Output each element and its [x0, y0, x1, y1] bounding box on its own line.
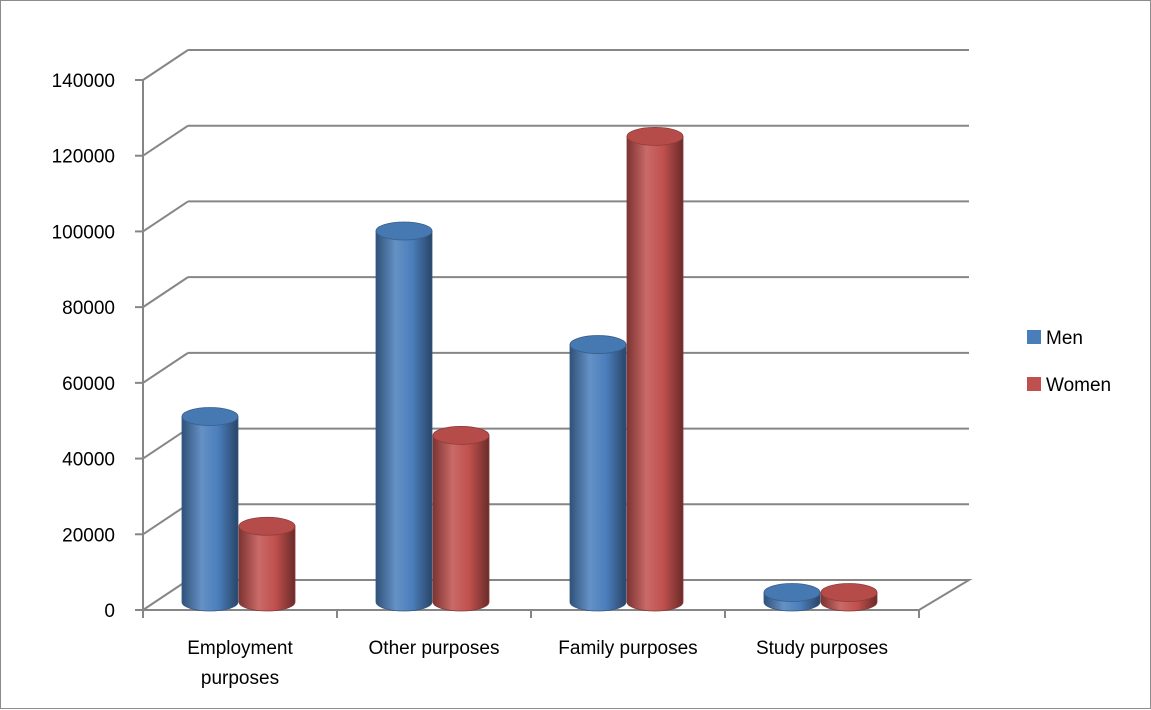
legend-label: Men: [1046, 328, 1083, 349]
x-category-labels: Employment purposes Other purposes Family p…: [187, 638, 888, 689]
bar-men-3: [763, 583, 821, 612]
bar-top: [626, 126, 684, 146]
y-tick-label: 80000: [62, 298, 115, 319]
bar-top: [375, 221, 433, 241]
bar-top: [238, 516, 296, 536]
y-tick-label: 40000: [62, 450, 115, 471]
y-tick-labels: 0 20000 40000 60000 80000 100000 120000 140000: [52, 71, 115, 622]
gridline-side: [142, 276, 189, 308]
bar-top: [432, 426, 490, 445]
side-wall: [143, 50, 188, 610]
gridline-side: [142, 503, 189, 536]
x-category-label: Employment purposes: [187, 638, 293, 689]
bar-top: [820, 583, 878, 602]
bar-top: [763, 583, 821, 602]
gridline-side: [142, 352, 189, 384]
bar-women-3: [820, 583, 878, 612]
y-tick-label: 120000: [52, 147, 115, 168]
chart-walls: [143, 50, 188, 610]
bar-top: [181, 407, 239, 426]
legend-label: Women: [1046, 375, 1111, 396]
bar-body: [238, 525, 296, 612]
x-category-label: Family purposes: [558, 638, 697, 659]
y-tick-label: 100000: [52, 222, 115, 243]
gridline-side: [142, 427, 189, 460]
gridlines: [142, 49, 969, 536]
legend-swatch: [1027, 377, 1041, 391]
bar-men-2: [569, 335, 627, 612]
bar-body: [181, 416, 239, 612]
legend-swatch: [1027, 330, 1041, 344]
bar-top: [569, 335, 627, 354]
bar-women-2: [626, 126, 684, 612]
bar-body: [569, 344, 627, 612]
bar-men-0: [181, 407, 239, 612]
bar-women-0: [238, 516, 296, 612]
bar-body: [432, 435, 490, 612]
legend: Men Women: [1027, 328, 1111, 396]
gridline-side: [142, 49, 189, 81]
y-tick-label: 140000: [52, 71, 115, 92]
y-tick-label: 60000: [62, 374, 115, 395]
y-tick-label: 0: [104, 601, 115, 622]
bar-women-1: [432, 426, 490, 612]
bar-body: [375, 230, 433, 612]
x-category-label: Study purposes: [756, 638, 888, 659]
y-tick-label: 20000: [62, 525, 115, 546]
gridline-side: [142, 124, 189, 157]
gridline-side: [142, 200, 189, 233]
bars: [181, 126, 878, 612]
x-category-label: Other purposes: [369, 638, 500, 659]
bar-body: [626, 135, 684, 612]
bar-men-1: [375, 221, 433, 612]
